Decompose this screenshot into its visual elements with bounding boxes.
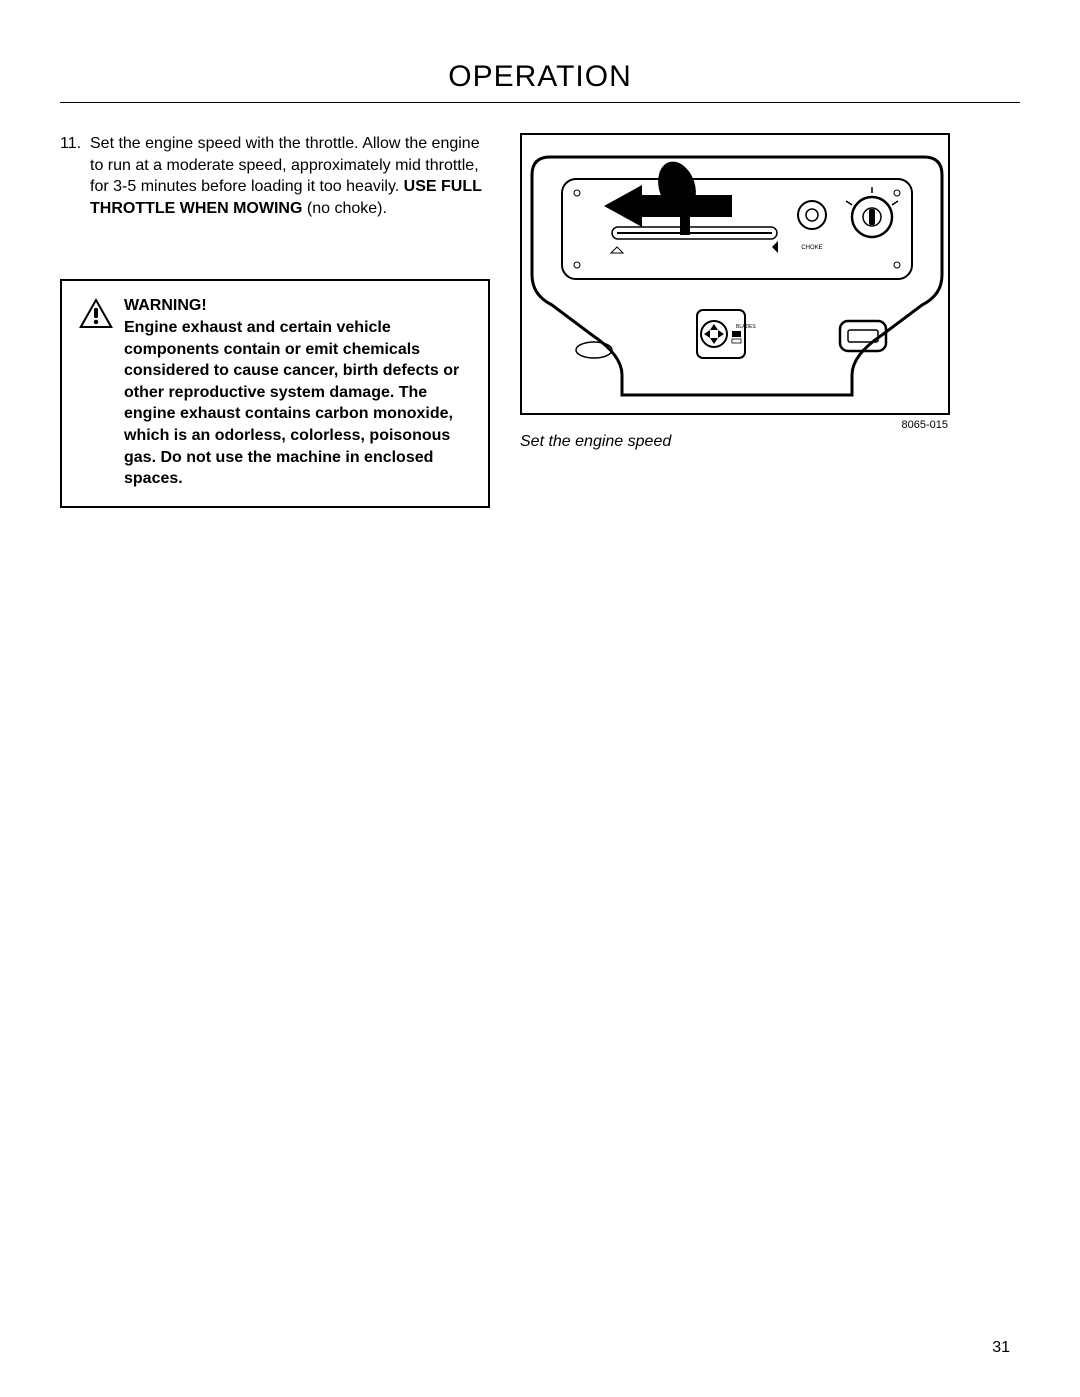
step-text-after: (no choke). (302, 200, 386, 217)
figure-caption: Set the engine speed (520, 433, 950, 451)
blades-label: BLADES (736, 324, 756, 330)
page-title: OPERATION (60, 60, 1020, 94)
warning-text: WARNING! Engine exhaust and certain vehi… (124, 295, 472, 489)
warning-content: WARNING! Engine exhaust and certain vehi… (78, 295, 472, 489)
step-number: 11. (60, 133, 90, 219)
step-11: 11. Set the engine speed with the thrott… (60, 133, 490, 219)
figure-frame: CHOKE (520, 133, 950, 415)
left-column: 11. Set the engine speed with the thrott… (60, 133, 490, 508)
page-number: 31 (992, 1339, 1010, 1357)
step-body: Set the engine speed with the throttle. … (90, 133, 490, 219)
warning-heading: WARNING! (124, 295, 472, 317)
choke-label: CHOKE (801, 245, 822, 251)
control-panel-illustration: CHOKE (522, 135, 950, 415)
warning-box: WARNING! Engine exhaust and certain vehi… (60, 279, 490, 507)
content-columns: 11. Set the engine speed with the thrott… (60, 133, 1020, 508)
figure-reference-number: 8065-015 (520, 419, 948, 431)
warning-body: Engine exhaust and certain vehicle compo… (124, 317, 472, 490)
warning-icon (78, 297, 114, 329)
title-rule (60, 102, 1020, 103)
right-column: CHOKE (520, 133, 950, 508)
manual-page: OPERATION 11. Set the engine speed with … (0, 0, 1080, 1397)
